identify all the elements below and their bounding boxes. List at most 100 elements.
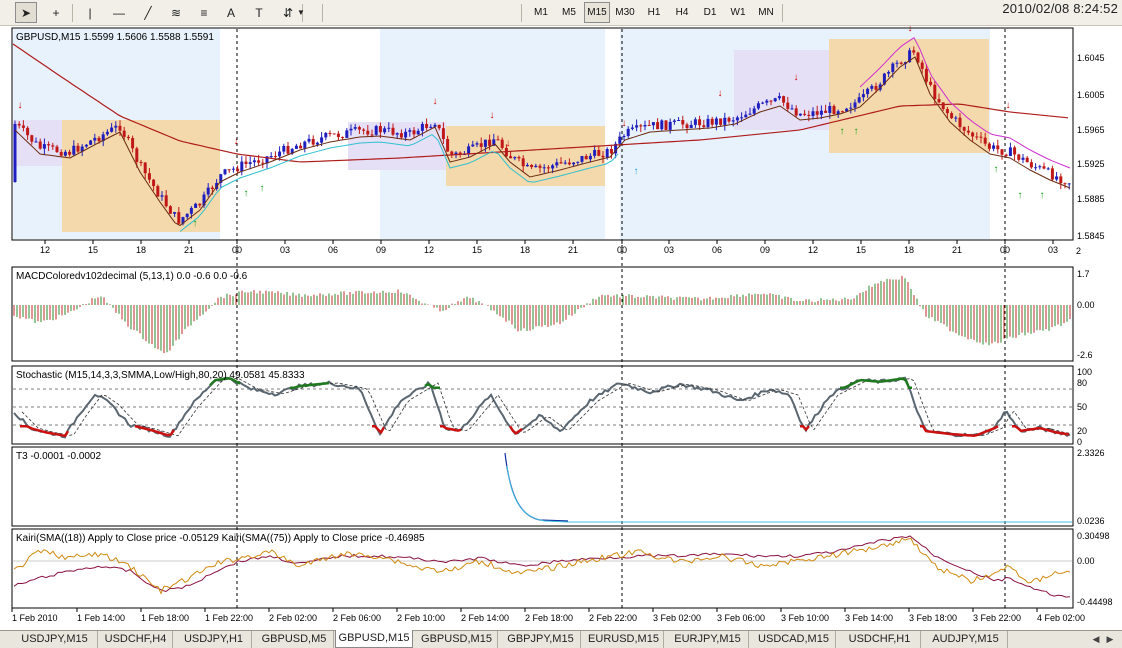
arrow-cursor-icon: ➤ bbox=[20, 5, 32, 20]
chart-tab[interactable]: GBPUSD,M5 bbox=[255, 631, 334, 648]
t3-scale-label: 2.3326 bbox=[1077, 448, 1105, 458]
timeframe-h1-button[interactable]: H1 bbox=[647, 7, 661, 18]
arrows-tool[interactable]: ⇵ bbox=[277, 2, 299, 23]
candle-body bbox=[588, 155, 592, 160]
candle-body bbox=[315, 142, 319, 145]
chart-tab[interactable]: USDJPY,M15 bbox=[12, 631, 98, 648]
chart-tab[interactable]: USDCHF,H4 bbox=[99, 631, 173, 648]
vertical-line-tool[interactable]: | bbox=[79, 2, 101, 23]
chart-tab[interactable]: USDJPY,H1 bbox=[176, 631, 252, 648]
arrows-dropdown-icon[interactable]: ▼ bbox=[297, 8, 305, 17]
candle-body bbox=[265, 156, 269, 164]
candle-body bbox=[1034, 167, 1038, 169]
candle-body bbox=[467, 146, 471, 155]
buy-arrow-icon: ↑ bbox=[260, 183, 265, 194]
candle-body bbox=[668, 121, 672, 130]
text-label-tool[interactable]: T bbox=[248, 2, 270, 23]
hour-axis-label: 18 bbox=[136, 245, 146, 255]
candle-body bbox=[370, 134, 374, 136]
hour-axis-label: 15 bbox=[472, 245, 482, 255]
candle-body bbox=[530, 164, 534, 168]
candle-body bbox=[1050, 168, 1054, 180]
text-tool[interactable]: A bbox=[220, 2, 242, 23]
chart-tab[interactable]: USDCHF,H1 bbox=[839, 631, 921, 648]
candle-body bbox=[429, 126, 433, 128]
tab-scroll-left-icon[interactable]: ◀ bbox=[1092, 634, 1100, 644]
candle-body bbox=[458, 152, 462, 155]
session-zone bbox=[13, 120, 63, 166]
chart-tab[interactable]: EURJPY,M15 bbox=[667, 631, 749, 648]
candle-body bbox=[698, 119, 702, 126]
timeframe-w1-button[interactable]: W1 bbox=[730, 7, 746, 18]
cursor-tool[interactable]: ➤ bbox=[15, 2, 37, 23]
hour-axis-label: 18 bbox=[520, 245, 530, 255]
timeframe-h4-button[interactable]: H4 bbox=[675, 7, 689, 18]
crosshair-tool[interactable]: + bbox=[45, 2, 67, 23]
candle-body bbox=[236, 168, 240, 172]
candle-body bbox=[252, 160, 256, 163]
timeframe-mn-button[interactable]: MN bbox=[758, 7, 774, 18]
channel-icon: ≋ bbox=[170, 5, 182, 20]
candle-body bbox=[206, 187, 210, 195]
equidistant-channel-tool[interactable]: ≋ bbox=[165, 2, 187, 23]
candle-body bbox=[572, 162, 576, 165]
candle-body bbox=[240, 161, 244, 172]
candle-body bbox=[580, 155, 584, 162]
toolbar-separator bbox=[302, 4, 303, 22]
candle-body bbox=[723, 117, 727, 125]
candle-body bbox=[437, 124, 441, 129]
candle-body bbox=[1038, 166, 1042, 168]
tab-scroll-right-icon[interactable]: ▶ bbox=[1106, 634, 1114, 644]
candle-body bbox=[933, 84, 937, 100]
timeframe-m15-button[interactable]: M15 bbox=[584, 2, 610, 23]
timeframe-m30-button[interactable]: M30 bbox=[615, 7, 635, 18]
candle-body bbox=[706, 118, 710, 128]
chart-window[interactable]: ↓ ↓ ↓ ↓ ↓ ↓ ↓ ↓ ↓ ↓ ↑ ↑ ↑ ↑ ↑ ↑ ↑ ↑ ↑ GBPUSD,M15 1.5599 1.… bbox=[0, 23, 1122, 630]
chart-tab[interactable]: EURUSD,M15 bbox=[584, 631, 664, 648]
candle-body bbox=[324, 132, 328, 138]
date-axis-label: 3 Feb 14:00 bbox=[845, 613, 893, 623]
chart-tab[interactable]: GBPUSD,M15 bbox=[416, 631, 498, 648]
hour-axis-label: 03 bbox=[664, 245, 674, 255]
candle-body bbox=[38, 141, 42, 149]
candle-body bbox=[601, 155, 605, 158]
chart-tab[interactable]: USDCAD,M15 bbox=[752, 631, 836, 648]
server-datetime: 2010/02/08 8:24:52 bbox=[1002, 1, 1118, 16]
timeframe-m5-button[interactable]: M5 bbox=[562, 7, 576, 18]
candle-body bbox=[202, 194, 206, 206]
chart-tab[interactable]: GBPJPY,M15 bbox=[501, 631, 581, 648]
candle-body bbox=[1008, 147, 1012, 156]
candle-body bbox=[664, 120, 668, 130]
trendline-tool[interactable]: ╱ bbox=[137, 2, 159, 23]
candle-body bbox=[97, 137, 101, 142]
candle-body bbox=[992, 145, 996, 149]
timeframe-m1-button[interactable]: M1 bbox=[534, 7, 548, 18]
horizontal-line-tool[interactable]: — bbox=[108, 2, 130, 23]
candle-body bbox=[63, 151, 67, 156]
candle-body bbox=[282, 145, 286, 152]
candle-body bbox=[815, 111, 819, 115]
fibonacci-tool[interactable]: ≡ bbox=[193, 2, 215, 23]
candle-body bbox=[1059, 176, 1063, 184]
candle-body bbox=[143, 162, 147, 174]
hour-axis-label: 21 bbox=[184, 245, 194, 255]
candle-body bbox=[34, 141, 38, 143]
timeframe-d1-button[interactable]: D1 bbox=[703, 7, 717, 18]
macd-scale-label: 1.7 bbox=[1077, 269, 1090, 279]
candle-body bbox=[635, 125, 639, 128]
kairi-scale-label: 0.00 bbox=[1077, 556, 1095, 566]
candle-body bbox=[387, 127, 391, 129]
vertical-line-icon: | bbox=[88, 5, 92, 20]
t3-curve bbox=[504, 452, 1072, 523]
candle-body bbox=[399, 133, 403, 138]
chart-tab[interactable]: AUDJPY,M15 bbox=[924, 631, 1008, 648]
candle-body bbox=[198, 203, 202, 206]
candle-body bbox=[677, 120, 681, 122]
candle-body bbox=[609, 148, 613, 154]
candle-body bbox=[509, 156, 513, 159]
candle-body bbox=[131, 138, 135, 149]
candle-body bbox=[299, 145, 303, 149]
chart-tab[interactable]: GBPUSD,M15 bbox=[335, 630, 413, 648]
candle-body bbox=[303, 141, 307, 149]
stochastic-scale-label: 50 bbox=[1077, 402, 1087, 412]
